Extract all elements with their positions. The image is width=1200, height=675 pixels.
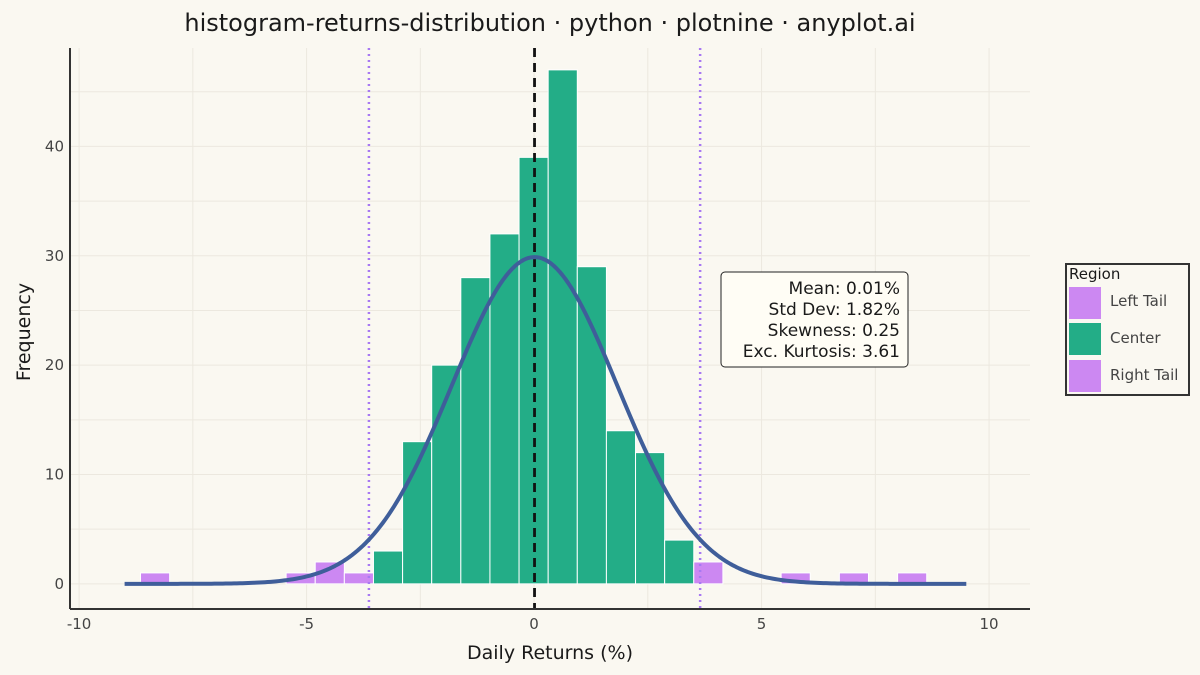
- legend-swatch-left-tail: [1069, 287, 1101, 319]
- legend-swatch-center: [1069, 323, 1101, 355]
- legend: Region Left Tail Center Right Tail: [1065, 263, 1190, 396]
- x-tick-label: -5: [299, 615, 314, 633]
- histogram-bar-center: [372, 550, 404, 585]
- x-tick-label: 0: [529, 615, 539, 633]
- legend-label-center: Center: [1110, 329, 1161, 347]
- chart-title: histogram-returns-distribution · python …: [184, 9, 915, 37]
- y-tick-label: 10: [45, 465, 64, 483]
- histogram-bar-center: [489, 233, 520, 585]
- stats-std-dev: Std Dev: 1.82%: [769, 300, 900, 320]
- legend-label-right-tail: Right Tail: [1110, 366, 1178, 384]
- histogram-bar-center: [460, 277, 491, 585]
- y-tick-label: 0: [54, 575, 64, 593]
- legend-title: Region: [1069, 265, 1120, 283]
- histogram-bar-right-tail: [693, 561, 724, 585]
- normal-curve-line: [124, 255, 967, 586]
- histogram-bar-center: [547, 69, 578, 585]
- tick-labels: -10 -5 0 5 10 0 10 20 30 40: [45, 137, 999, 633]
- y-tick-label: 30: [45, 247, 64, 265]
- histogram-bar-center: [664, 539, 695, 585]
- x-axis-title: Daily Returns (%): [467, 642, 633, 664]
- stats-kurtosis: Exc. Kurtosis: 3.61: [743, 342, 900, 362]
- x-tick-label: -10: [67, 615, 92, 633]
- legend-label-left-tail: Left Tail: [1110, 292, 1167, 310]
- stats-skewness: Skewness: 0.25: [768, 321, 900, 341]
- histogram-bar-center: [576, 266, 607, 585]
- stats-box-frame: [720, 271, 909, 368]
- axes: [69, 48, 1030, 610]
- y-tick-label: 40: [45, 137, 64, 155]
- stats-box: Mean: 0.01% Std Dev: 1.82% Skewness: 0.2…: [720, 271, 909, 368]
- legend-swatch-right-tail: [1069, 360, 1101, 392]
- histogram-bar-center: [635, 452, 666, 585]
- y-axis-title: Frequency: [13, 283, 35, 381]
- stats-mean: Mean: 0.01%: [789, 279, 900, 299]
- reference-lines: [367, 48, 702, 609]
- y-tick-label: 20: [45, 356, 64, 374]
- histogram-bars: [140, 69, 928, 585]
- x-tick-label: 5: [757, 615, 767, 633]
- x-tick-label: 10: [980, 615, 999, 633]
- histogram-bar-center: [605, 430, 637, 585]
